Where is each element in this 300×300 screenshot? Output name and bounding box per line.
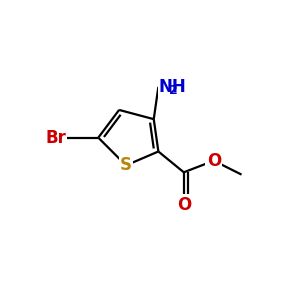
Text: Br: Br [45,129,66,147]
Text: 2: 2 [169,85,178,98]
Text: O: O [177,196,191,214]
Text: NH: NH [158,78,186,96]
Text: S: S [120,156,132,174]
Text: O: O [207,152,221,170]
